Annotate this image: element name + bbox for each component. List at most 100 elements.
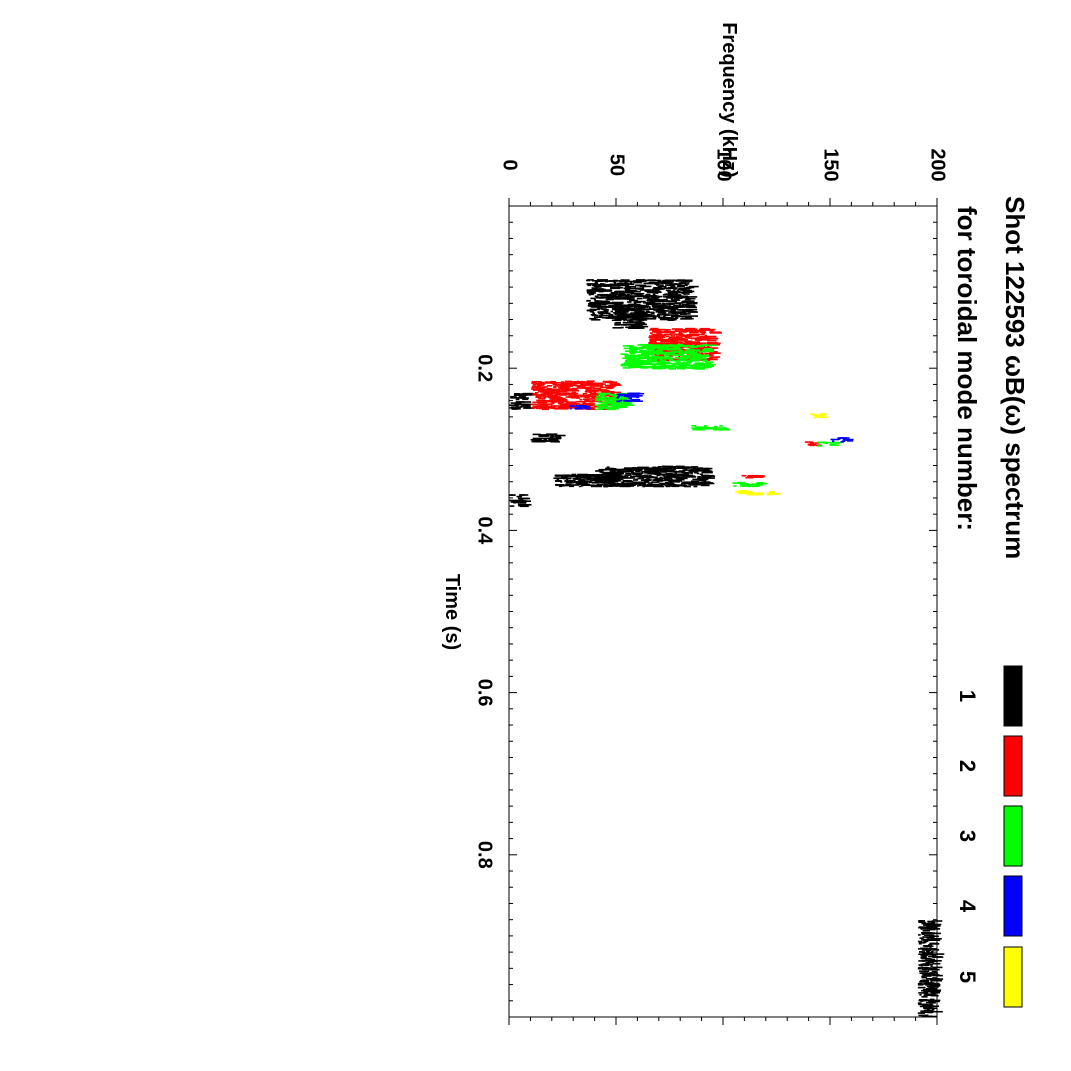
spectrum-mark-mode-3	[695, 356, 704, 359]
spectrum-mark-mode-3	[605, 401, 613, 403]
spectrum-mark-mode-2	[701, 358, 713, 360]
spectrum-mark-mode-1	[921, 976, 928, 979]
spectrum-mark-mode-2	[536, 399, 545, 402]
spectrum-mark-mode-1	[647, 476, 655, 479]
spectrum-mark-mode-1	[918, 942, 922, 945]
spectrum-mark-mode-1	[605, 317, 610, 319]
spectrum-mark-mode-3	[670, 351, 678, 353]
spectrum-mark-mode-1	[688, 470, 697, 472]
spectrum-mark-mode-1	[536, 440, 546, 443]
spectrum-mark-mode-2	[538, 381, 545, 384]
spectrum-mark-mode-1	[922, 922, 926, 924]
spectrum-mark-mode-5	[743, 492, 756, 495]
spectrum-mark-mode-1	[520, 401, 532, 403]
spectrum-mark-mode-1	[603, 473, 612, 476]
spectrum-mark-mode-4	[616, 397, 619, 399]
spectrum-mark-mode-1	[693, 483, 704, 485]
spectrum-mark-mode-1	[610, 310, 613, 313]
spectrum-mark-mode-1	[672, 300, 675, 302]
spectrum-mark-mode-2	[553, 386, 556, 388]
spectrum-mark-mode-2	[535, 392, 539, 394]
spectrum-mark-mode-2	[665, 329, 669, 331]
spectrum-mark-mode-1	[619, 313, 627, 315]
spectrum-mark-mode-2	[566, 388, 573, 390]
spectrum-mark-mode-1	[705, 469, 710, 472]
spectrum-mark-mode-1	[630, 326, 640, 328]
spectrum-mark-mode-2	[589, 401, 595, 403]
spectrum-mark-mode-1	[582, 482, 586, 484]
spectrum-mark-mode-1	[617, 305, 623, 307]
spectrum-mark-mode-1	[672, 469, 675, 472]
spectrum-mark-mode-3	[692, 428, 697, 431]
spectrum-mark-mode-1	[657, 279, 662, 282]
spectrum-mark-mode-2	[663, 336, 666, 338]
spectrum-mark-mode-1	[616, 291, 627, 293]
spectrum-mark-mode-1	[609, 283, 620, 286]
spectrum-mark-mode-1	[657, 305, 669, 307]
spectrum-mark-mode-3	[649, 347, 654, 349]
legend-label-mode-2: 2	[955, 760, 980, 772]
spectrum-mark-mode-3	[704, 425, 708, 427]
spectrum-mark-mode-3	[654, 345, 660, 347]
spectrum-mark-mode-2	[553, 405, 562, 407]
spectrum-mark-mode-2	[538, 404, 547, 407]
spectrum-mark-mode-1	[510, 397, 519, 399]
spectrum-mark-mode-3	[643, 360, 649, 362]
spectrum-mark-mode-1	[932, 966, 943, 969]
spectrum-mark-mode-1	[611, 477, 621, 479]
spectrum-mark-mode-1	[931, 923, 942, 926]
spectrum-mark-mode-1	[633, 482, 639, 485]
spectrum-mark-mode-1	[603, 469, 606, 471]
spectrum-mark-mode-1	[608, 315, 613, 318]
spectrum-mark-mode-3	[622, 345, 634, 347]
spectrum-mark-mode-3	[620, 364, 628, 367]
spectrum-mark-mode-1	[614, 483, 626, 486]
spectrum-mark-mode-2	[668, 338, 676, 340]
spectrum-mark-mode-2	[701, 336, 711, 338]
spectrum-mark-mode-1	[929, 925, 941, 927]
spectrum-mark-mode-3	[642, 346, 646, 348]
spectrum-mark-mode-2	[688, 330, 696, 332]
spectrum-mark-mode-1	[516, 501, 527, 504]
spectrum-mark-mode-2	[665, 335, 670, 338]
spectrum-mark-mode-1	[642, 485, 645, 488]
spectrum-mark-mode-1	[630, 283, 635, 286]
spectrum-mark-mode-2	[568, 401, 576, 403]
spectrum-mark-mode-1	[618, 315, 627, 317]
spectrum-mark-mode-2	[571, 391, 576, 394]
spectrum-mark-mode-1	[654, 477, 663, 480]
freq-tick-label: 150	[820, 148, 842, 181]
spectrum-mark-mode-1	[675, 466, 681, 468]
spectrum-mark-mode-2	[696, 334, 699, 337]
spectrum-mark-mode-1	[683, 293, 686, 295]
spectrum-mark-mode-1	[616, 311, 627, 313]
spectrum-mark-mode-1	[675, 317, 679, 319]
spectrum-mark-mode-1	[678, 287, 690, 290]
spectrum-mark-mode-1	[921, 975, 925, 978]
spectrum-mark-mode-2	[650, 335, 660, 338]
spectrum-mark-mode-1	[657, 314, 663, 316]
spectrum-mark-mode-3	[615, 402, 623, 404]
spectrum-mark-mode-1	[674, 480, 682, 482]
spectrum-mark-mode-1	[688, 302, 698, 304]
spectrum-mark-mode-1	[927, 920, 934, 923]
spectrum-mark-mode-1	[663, 475, 669, 478]
spectrum-mark-mode-1	[672, 468, 676, 470]
spectrum-mark-mode-1	[668, 480, 679, 483]
spectrum-mark-mode-1	[701, 481, 711, 483]
spectrum-mark-mode-1	[561, 476, 566, 478]
spectrum-mark-mode-1	[612, 327, 623, 329]
spectrum-mark-mode-1	[694, 468, 701, 470]
spectrum-mark-mode-2	[532, 394, 543, 396]
spectrum-mark-mode-3	[639, 357, 651, 360]
spectrum-mark-mode-1	[917, 1012, 925, 1014]
spectrum-mark-mode-2	[535, 395, 542, 398]
spectrum-mark-mode-1	[520, 505, 529, 508]
spectrum-mark-mode-1	[636, 297, 643, 300]
spectrum-mark-mode-1	[614, 324, 627, 326]
spectrum-mark-mode-2	[600, 386, 604, 388]
spectrum-mark-mode-1	[546, 433, 558, 435]
spectrum-mark-mode-2	[670, 341, 682, 344]
spectrum-mark-mode-1	[626, 293, 631, 296]
spectrum-mark-mode-1	[616, 314, 629, 316]
